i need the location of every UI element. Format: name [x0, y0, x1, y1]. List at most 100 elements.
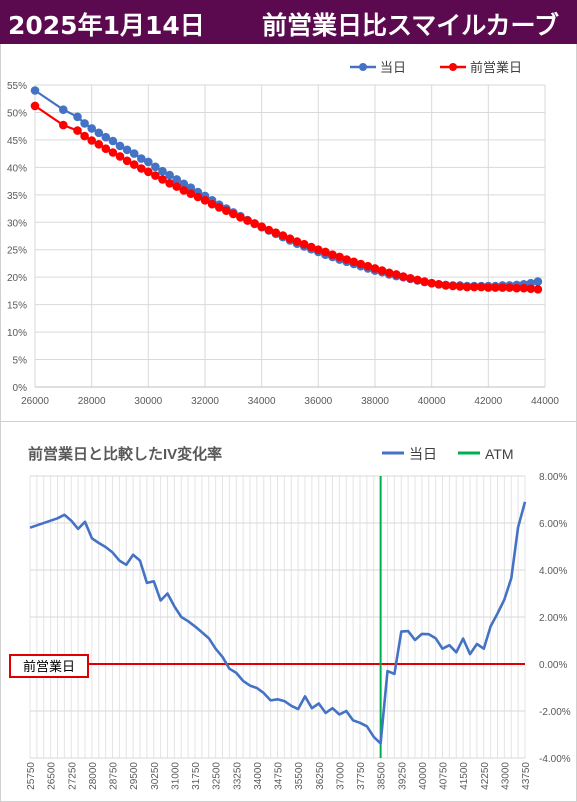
data-point-prev-day: [271, 228, 281, 237]
data-point-prev-day: [278, 231, 288, 240]
iv-change-chart: 前営業日と比較したIV変化率 -4.00% -2.00% 0.00% 2.00% 4.00…: [26, 445, 571, 790]
legend-marker: [359, 63, 367, 71]
data-point-prev-day: [299, 239, 309, 249]
data-point-today: [158, 166, 167, 176]
y-tick-label: 50%: [7, 108, 27, 119]
x-tick-label: 42000: [474, 396, 502, 407]
legend-label: 当日: [380, 60, 406, 75]
data-point-today: [165, 170, 174, 180]
x-tick-label: 29500: [129, 762, 140, 790]
y-tick-label: 4.00%: [539, 566, 567, 577]
data-point-prev-day: [413, 275, 422, 285]
x-tick-label: 42250: [480, 762, 491, 790]
x-tick-label: 37750: [356, 762, 367, 790]
x-tick-label: 40750: [439, 762, 450, 790]
data-point-prev-day: [73, 126, 82, 135]
chart-subtitle: 前営業日と比較したIV変化率: [28, 445, 222, 463]
data-point-prev-day: [427, 278, 437, 288]
data-point-prev-day: [356, 259, 366, 269]
x-tick-label: 31000: [170, 762, 181, 790]
data-point-prev-day: [207, 199, 217, 209]
y-tick-label: 8.00%: [539, 472, 567, 483]
data-point-prev-day: [477, 282, 486, 292]
y-tick-label: 10%: [7, 328, 27, 339]
data-point-prev-day: [222, 206, 231, 215]
data-point-prev-day: [80, 131, 89, 141]
data-point-prev-day: [285, 234, 295, 243]
x-tick-label: 26000: [21, 396, 49, 407]
x-tick-label: 37000: [335, 762, 346, 790]
data-point-prev-day: [441, 281, 451, 290]
data-point-today: [122, 145, 132, 155]
legend-label: 当日: [409, 446, 437, 462]
x-tick-label: 34750: [274, 762, 285, 790]
title-banner: 2025年1月14日 前営業日比スマイルカーブ: [0, 0, 577, 44]
x-tick-label: 38500: [377, 762, 388, 790]
data-point-prev-day: [292, 237, 302, 246]
x-tick-label: 28000: [78, 396, 106, 407]
x-tick-label: 28750: [109, 762, 120, 790]
data-point-prev-day: [250, 219, 259, 228]
y-tick-label: 40%: [7, 163, 27, 174]
data-point-prev-day: [321, 247, 330, 257]
x-tick-label: 32000: [191, 396, 219, 407]
data-point-today: [129, 149, 139, 158]
y-tick-label: 45%: [7, 136, 27, 147]
data-point-prev-day: [236, 213, 245, 222]
data-point-prev-day: [498, 283, 507, 292]
x-tick-label: 43750: [521, 762, 532, 790]
data-point-prev-day: [335, 252, 344, 262]
data-point-today: [73, 112, 82, 122]
y-tick-label: 2.00%: [539, 613, 567, 624]
data-point-prev-day: [129, 160, 139, 169]
data-point-prev-day: [115, 152, 125, 161]
x-tick-label: 38000: [361, 396, 389, 407]
x-tick-label: 36250: [315, 762, 326, 790]
data-point-prev-day: [484, 283, 493, 292]
y-tick-label: -2.00%: [539, 707, 571, 718]
x-tick-label: 39250: [397, 762, 408, 790]
data-point-today: [172, 175, 181, 184]
series-line-today: [34, 89, 539, 288]
data-point-prev-day: [30, 101, 40, 111]
iv-smile-chart: 0% 5% 10% 15% 20% 25% 30% 35% 40% 45% 50% 55% 26000 2…: [7, 60, 559, 407]
data-point-prev-day: [137, 164, 146, 173]
y-tick-label: 20%: [7, 273, 27, 284]
data-point-prev-day: [151, 171, 160, 180]
data-point-prev-day: [165, 179, 174, 188]
data-point-prev-day: [377, 266, 387, 275]
y-tick-label: 6.00%: [539, 519, 567, 530]
data-point-today: [30, 86, 40, 95]
data-point-prev-day: [328, 250, 337, 259]
data-point-prev-day: [420, 277, 429, 286]
x-tick-label: 30000: [134, 396, 162, 407]
zero-line-label: 前営業日: [9, 654, 89, 678]
y-tick-label: 55%: [7, 81, 27, 92]
data-point-prev-day: [448, 281, 458, 291]
x-tick-label: 28000: [88, 762, 99, 790]
data-point-prev-day: [349, 257, 359, 267]
series-line-today: [29, 501, 527, 745]
data-point-today: [144, 157, 153, 167]
data-point-prev-day: [108, 148, 118, 157]
y-tick-label: 15%: [7, 301, 27, 312]
x-tick-label: 34000: [253, 762, 264, 790]
data-point-today: [108, 136, 118, 146]
data-point-prev-day: [122, 156, 132, 166]
data-point-today: [80, 119, 89, 128]
x-tick-label: 27250: [67, 762, 78, 790]
y-tick-label: 35%: [7, 191, 27, 202]
data-point-prev-day: [512, 283, 522, 293]
data-point-prev-day: [186, 189, 196, 198]
y-tick-label: 0.00%: [539, 660, 567, 671]
data-point-prev-day: [214, 203, 224, 212]
data-point-today: [533, 277, 543, 286]
data-point-prev-day: [264, 225, 274, 235]
data-point-prev-day: [101, 144, 111, 153]
x-tick-label: 41500: [459, 762, 470, 790]
x-tick-label: 26500: [47, 762, 58, 790]
data-point-prev-day: [491, 283, 500, 292]
x-tick-label: 30250: [150, 762, 161, 790]
data-point-today: [101, 132, 111, 142]
x-tick-label: 35500: [294, 762, 305, 790]
